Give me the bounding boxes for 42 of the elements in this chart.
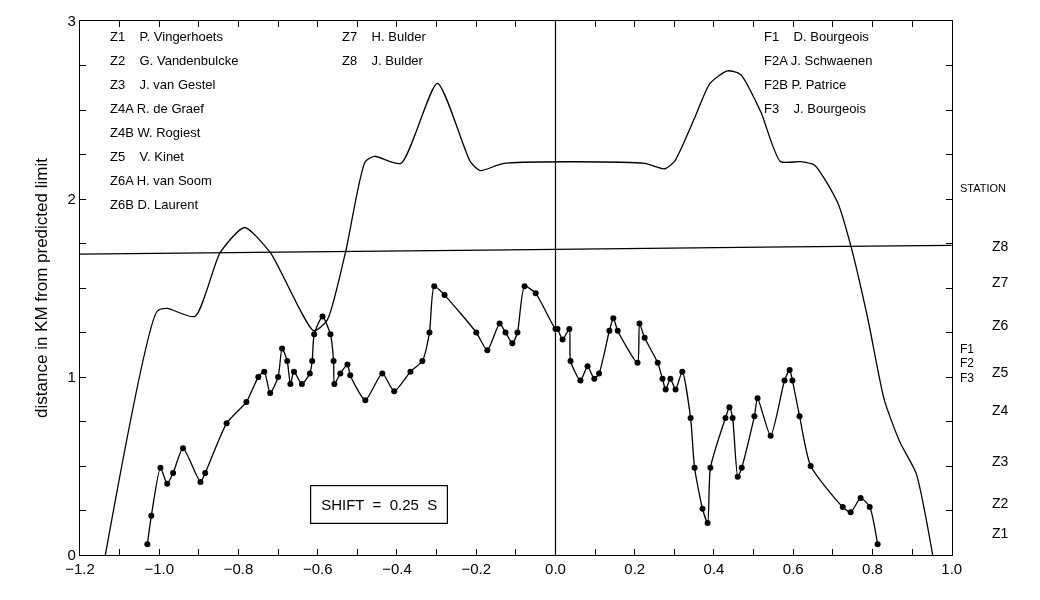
text: Z8	[992, 238, 1009, 254]
annotation: F3 J. Bourgeois	[764, 101, 867, 116]
annotation: Z7 H. Bulder	[342, 29, 427, 44]
x-tick-label: 0.4	[703, 560, 725, 578]
text: Z3	[992, 453, 1009, 469]
text: F1	[960, 342, 975, 356]
text: Z6	[992, 317, 1009, 333]
x-tick-label: 1.0	[941, 560, 963, 578]
y-tick-label: 1	[67, 368, 76, 386]
annotation: Z2 G. Vandenbulcke	[110, 53, 239, 68]
annotation: Z6A H. van Soom	[110, 173, 212, 188]
text: Z7	[992, 274, 1009, 290]
annotation: Z1 P. Vingerhoets	[110, 29, 224, 44]
annotation: Z6B D. Laurent	[110, 197, 199, 212]
x-tick-label: 0.0	[545, 560, 566, 578]
annotation: F2A J. Schwaenen	[764, 53, 873, 68]
x-tick-label: −1.0	[144, 560, 175, 578]
x-tick-label: −0.2	[461, 560, 492, 578]
text: Z4	[992, 402, 1009, 418]
text: STATION	[960, 182, 1007, 194]
x-tick-label: −0.8	[223, 560, 254, 578]
annotation: Z5 V. Kinet	[110, 149, 185, 164]
annotation: SHIFT = 0.25 S	[321, 496, 438, 514]
text: Z5	[992, 364, 1009, 380]
annotation: F1 D. Bourgeois	[764, 29, 870, 44]
y-tick-label: 3	[67, 12, 76, 30]
x-tick-label: 0.2	[624, 560, 646, 578]
text: F2	[960, 356, 975, 370]
x-tick-label: −0.4	[382, 560, 412, 578]
annotation: Z4B W. Rogiest	[110, 125, 201, 140]
x-tick-label: 0.8	[862, 560, 883, 578]
y-tick-label: 2	[67, 190, 76, 208]
text: Z2	[992, 495, 1009, 511]
annotation: Z4A R. de Graef	[110, 101, 205, 116]
x-tick-label: −0.6	[302, 560, 333, 578]
annotation: Z3 J. van Gestel	[110, 77, 216, 92]
text: Z1	[992, 525, 1009, 541]
annotation: F2B P. Patrice	[764, 77, 847, 92]
annotation: Z8 J. Bulder	[342, 53, 424, 68]
x-tick-label: 0.6	[782, 560, 804, 578]
text: F3	[960, 371, 975, 385]
y-axis-title: distance in KM from predicted limit	[32, 157, 52, 418]
